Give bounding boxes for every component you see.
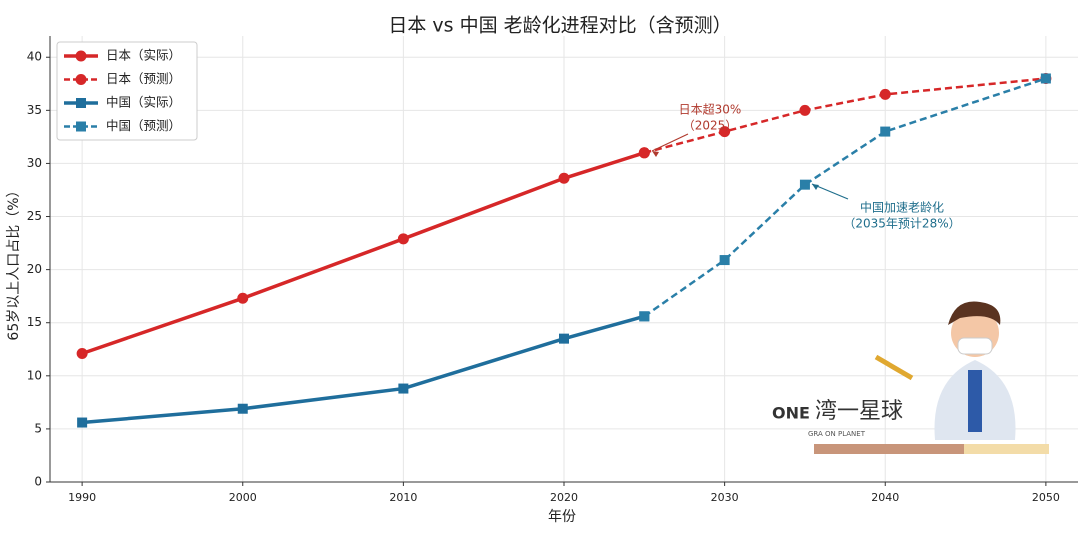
marker <box>76 121 86 132</box>
marker <box>76 348 88 360</box>
mask <box>957 337 993 355</box>
chart-title: 日本 vs 中国 老龄化进程对比（含预测） <box>388 15 731 37</box>
legend-label: 中国（预测） <box>106 118 181 133</box>
marker <box>799 179 810 190</box>
y-tick-label: 25 <box>27 209 42 223</box>
legend-label: 日本（实际） <box>106 48 181 63</box>
x-tick-label: 2010 <box>389 491 417 504</box>
tie <box>968 370 982 432</box>
x-tick-label: 1990 <box>68 491 96 504</box>
annotation: （2025） <box>683 119 738 133</box>
marker <box>237 292 249 304</box>
illustration <box>814 301 1049 454</box>
marker <box>75 74 87 85</box>
annotation: （2035年预计28%） <box>843 217 960 231</box>
marker <box>397 233 409 245</box>
annotation-arrow <box>651 133 689 152</box>
x-tick-label: 2000 <box>229 491 257 504</box>
series <box>639 73 1051 322</box>
marker <box>638 147 650 159</box>
marker <box>1040 73 1051 84</box>
marker <box>237 403 248 414</box>
marker <box>77 417 88 428</box>
series <box>638 72 1052 159</box>
y-tick-label: 5 <box>34 421 42 435</box>
annotation: 日本超30% <box>679 102 742 117</box>
y-tick-label: 40 <box>27 50 42 64</box>
series <box>76 147 650 360</box>
marker <box>879 88 891 100</box>
x-axis-label: 年份 <box>548 509 576 525</box>
x-tick-label: 2030 <box>711 491 739 504</box>
line <box>81 151 645 356</box>
y-tick-label: 0 <box>34 475 42 489</box>
marker <box>559 333 569 344</box>
watermark-tagline: GRA ON PLANET <box>808 430 866 438</box>
series <box>77 311 650 428</box>
y-axis-label: 65岁以上人口占比（%） <box>6 183 22 340</box>
legend-label: 日本（预测） <box>106 71 181 86</box>
marker <box>398 383 409 394</box>
marker <box>76 98 86 108</box>
annotation: 中国加速老龄化 <box>860 200 944 215</box>
marker <box>639 311 650 322</box>
marker <box>880 126 891 137</box>
hair <box>948 301 1001 325</box>
line <box>81 314 645 425</box>
legend-frame <box>56 41 198 141</box>
arrow-head <box>812 184 819 190</box>
y-tick-label: 30 <box>27 156 42 170</box>
desk <box>814 444 964 454</box>
y-tick-label: 35 <box>27 103 42 117</box>
y-tick-label: 20 <box>27 262 42 276</box>
x-tick-label: 2050 <box>1032 491 1060 504</box>
legend: 日本（实际） 日本（预测） 中国（实际） 中国（预测） <box>56 41 198 141</box>
x-tick-label: 2040 <box>871 491 899 504</box>
pen <box>874 354 914 381</box>
marker <box>558 172 570 184</box>
arrow-head <box>652 151 659 157</box>
desk <box>964 444 1049 454</box>
marker <box>719 126 731 138</box>
marker <box>719 255 730 266</box>
legend-label: 中国（实际） <box>106 95 181 110</box>
marker <box>75 50 87 62</box>
watermark-logo: ONE <box>772 404 810 423</box>
marker <box>799 104 811 116</box>
x-tick-label: 2020 <box>550 491 578 504</box>
y-tick-label: 15 <box>27 315 42 329</box>
y-tick-label: 10 <box>27 368 42 382</box>
watermark-name: 湾一星球 <box>815 399 903 424</box>
